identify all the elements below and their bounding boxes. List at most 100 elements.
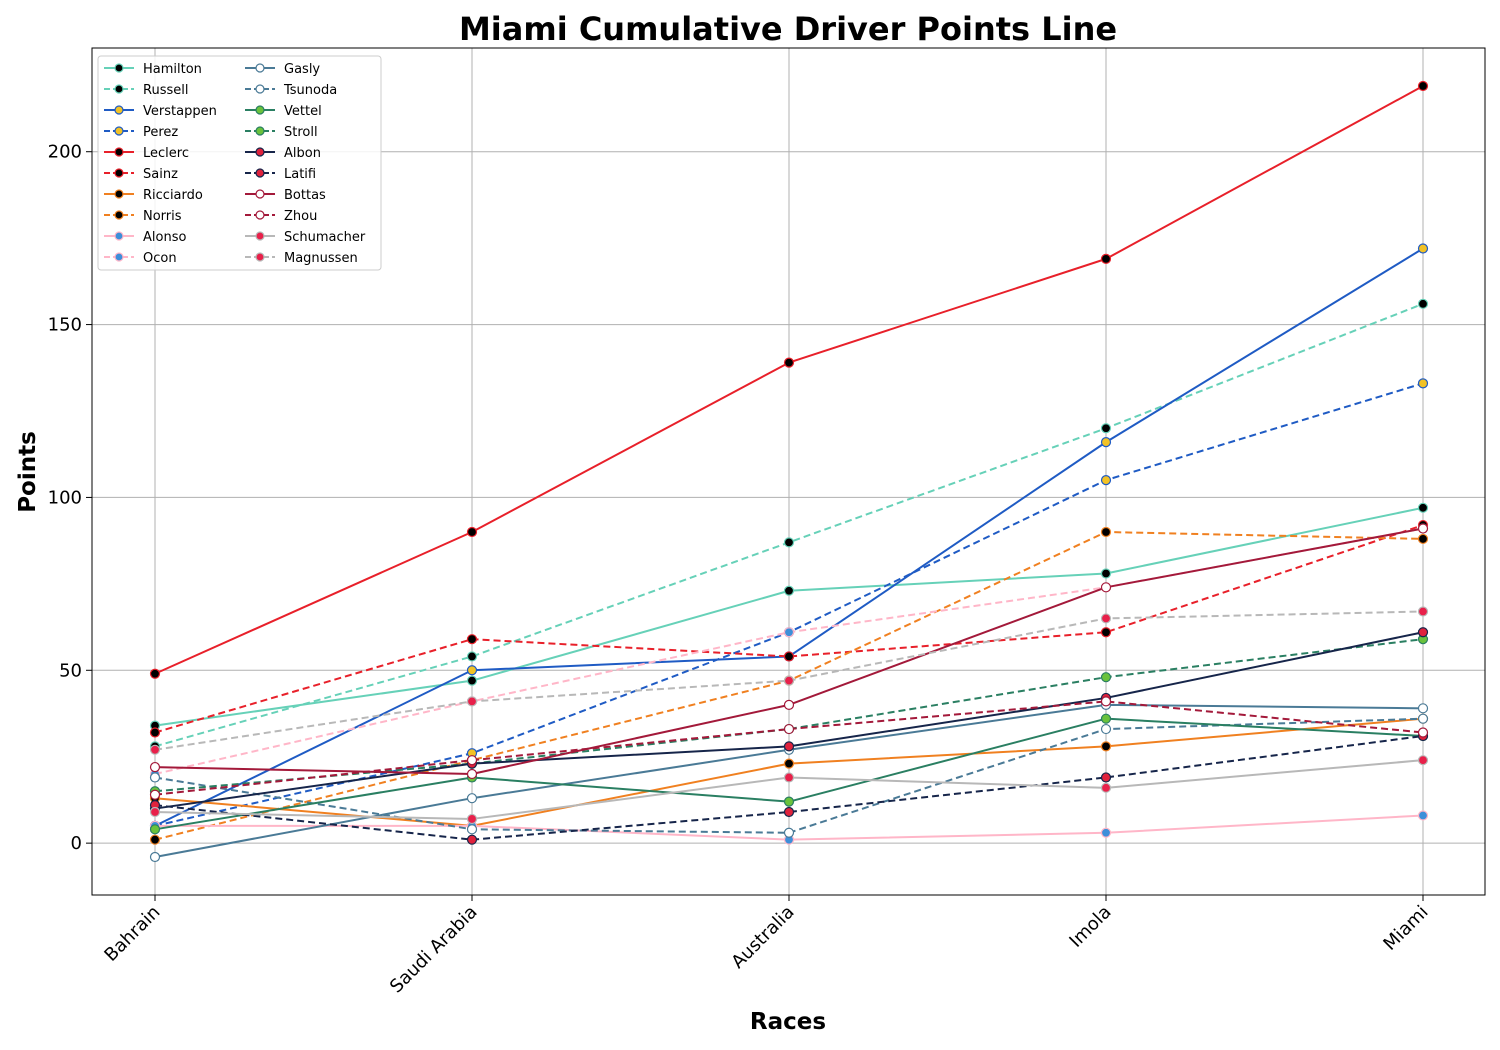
legend-marker [114,231,124,241]
data-point [783,585,795,596]
data-point [783,651,795,662]
legend-marker [114,63,124,73]
data-point [149,761,161,773]
y-tick-label: 0 [71,833,82,854]
data-point [783,806,795,818]
legend-label: Sainz [143,167,178,182]
x-tick-label: Bahrain [100,902,164,966]
data-point [466,834,478,845]
legend-label: Latifi [284,167,316,182]
legend-label: Schumacher [284,230,366,245]
x-axis-ticks: Bahrain Saudi Arabia Australia Imola Miami [100,895,1433,998]
series-line [154,638,1424,793]
y-tick-label: 100 [48,487,82,508]
data-point [783,357,795,368]
data-point [466,793,478,804]
data-point [1417,533,1429,545]
data-point [466,526,478,538]
y-tick-label: 50 [59,660,82,681]
legend-label: Alonso [143,230,186,245]
data-point [149,744,161,755]
x-axis-label: Races [750,1009,826,1035]
data-point [1100,627,1112,638]
data-point [1417,810,1429,821]
x-tick-label: Imola [1065,902,1115,952]
data-point [1417,378,1429,389]
data-point [1100,723,1112,735]
y-axis-ticks: 0 50 100 150 200 [48,142,92,854]
legend-marker [114,126,124,136]
legend-marker [255,126,265,136]
x-tick-label: Australia [727,902,798,973]
data-point [1417,523,1429,534]
legend-label: Tsunoda [283,83,337,98]
legend-marker [255,105,265,115]
data-point [466,651,478,662]
data-point [466,755,478,766]
data-point [783,796,795,807]
x-tick-label: Saudi Arabia [386,902,482,998]
legend-label: Leclerc [143,146,189,161]
data-point [1100,253,1112,264]
data-point [149,772,161,783]
data-point [783,723,795,735]
legend-marker [255,147,265,157]
legend-box [97,55,382,271]
legend-marker [255,189,265,199]
series-markers [149,80,1429,863]
legend: Hamilton Russell Verstappen Perez Leclerc Sai… [97,55,382,271]
legend-marker [114,168,124,178]
legend-label: Bottas [284,188,326,203]
legend-label: Stroll [284,125,318,140]
data-point [466,634,478,645]
data-point [1100,526,1112,538]
data-point [783,741,795,752]
data-point [1417,703,1429,714]
data-point [149,806,161,818]
data-point [1100,772,1112,783]
data-point [466,675,478,686]
data-point [466,813,478,825]
series-line [154,700,1424,796]
data-point [783,758,795,769]
data-point [1100,827,1112,838]
data-point [466,665,478,676]
series-line [154,734,1424,841]
data-point [466,696,478,707]
y-tick-label: 150 [48,315,82,336]
data-point [1417,727,1429,738]
data-point [149,727,161,738]
legend-label: Ricciardo [143,188,203,203]
data-point [1100,568,1112,579]
data-point [1100,423,1112,434]
data-point [1417,243,1429,254]
data-point [149,851,161,863]
data-point [149,824,161,835]
legend-label: Norris [143,209,182,224]
chart-title: Miami Cumulative Driver Points Line [459,10,1117,48]
data-point [783,772,795,783]
data-point [149,834,161,845]
legend-marker [255,252,265,262]
legend-label: Ocon [143,251,177,266]
series-line [154,524,1424,734]
data-point [149,789,161,800]
data-point [1100,713,1112,724]
legend-marker [114,84,124,94]
legend-marker [114,105,124,115]
legend-label: Verstappen [143,104,217,119]
legend-label: Zhou [284,209,317,224]
legend-label: Perez [143,125,178,140]
data-point [1100,782,1112,793]
data-point [149,668,161,679]
data-point [1417,713,1429,724]
legend-marker [255,63,265,73]
legend-label: Magnussen [284,251,358,266]
data-point [466,824,478,835]
legend-marker [255,210,265,220]
legend-marker [114,189,124,199]
legend-label: Hamilton [143,62,202,77]
data-point [1417,80,1429,92]
legend-marker [255,84,265,94]
